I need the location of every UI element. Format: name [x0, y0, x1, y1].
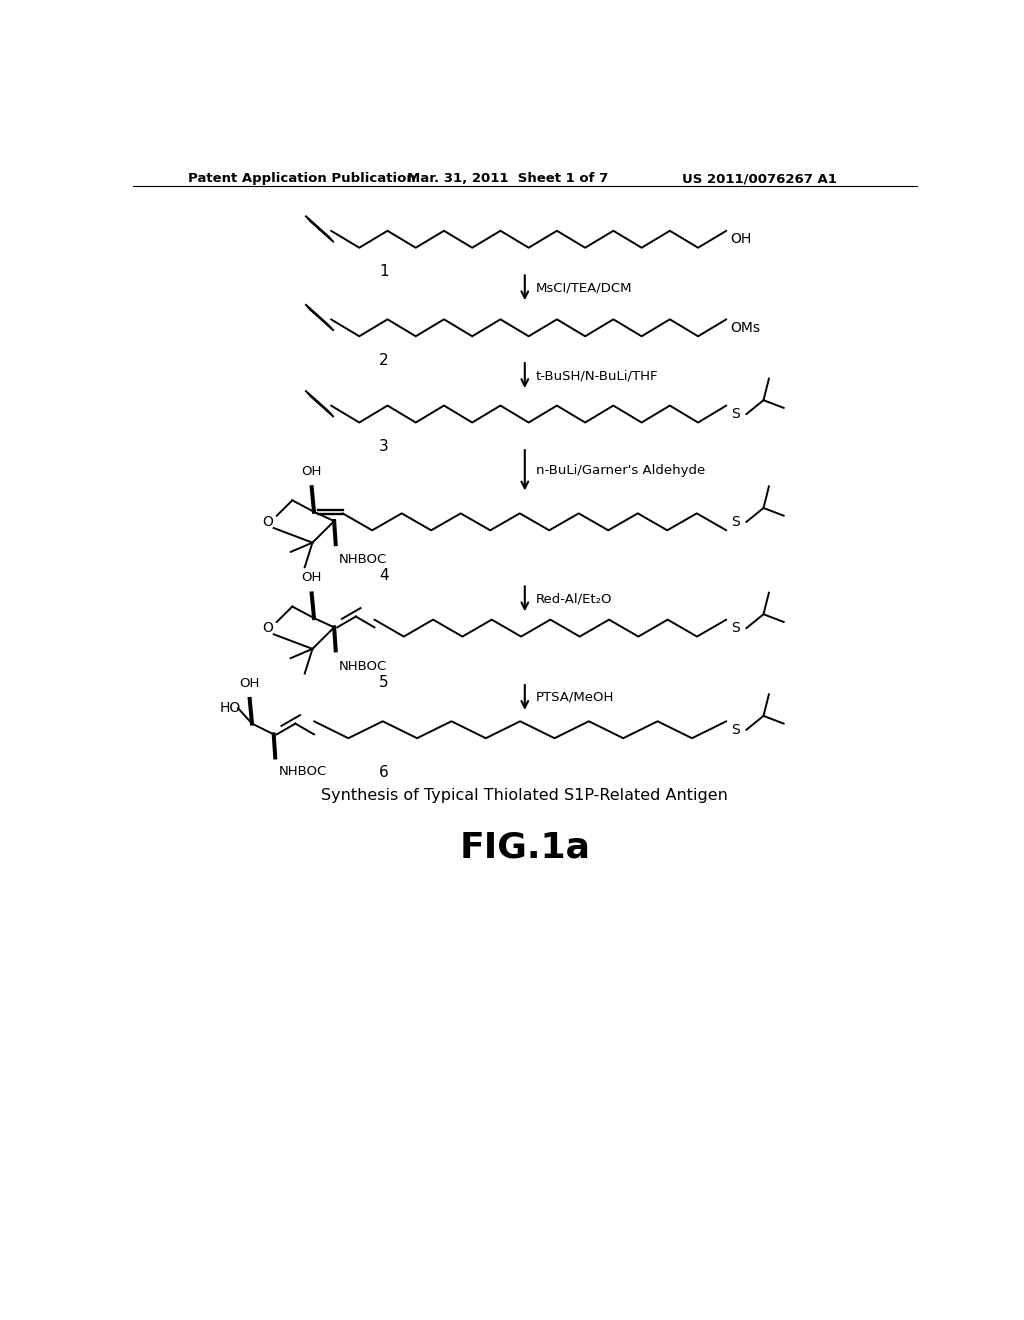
Text: US 2011/0076267 A1: US 2011/0076267 A1 — [682, 173, 837, 185]
Text: NHBOC: NHBOC — [339, 553, 387, 566]
Text: NHBOC: NHBOC — [279, 766, 327, 779]
Text: MsCI/TEA/DCM: MsCI/TEA/DCM — [536, 281, 632, 294]
Text: OH: OH — [301, 465, 322, 478]
Text: O: O — [262, 515, 273, 529]
Text: OMs: OMs — [730, 321, 760, 335]
Text: Synthesis of Typical Thiolated S1P-Related Antigen: Synthesis of Typical Thiolated S1P-Relat… — [322, 788, 728, 804]
Text: n-BuLi/Garner's Aldehyde: n-BuLi/Garner's Aldehyde — [536, 463, 705, 477]
Text: 5: 5 — [379, 675, 388, 689]
Text: 1: 1 — [379, 264, 388, 279]
Text: 3: 3 — [379, 438, 389, 454]
Text: S: S — [731, 407, 739, 421]
Text: 2: 2 — [379, 352, 388, 368]
Text: S: S — [731, 622, 739, 635]
Text: NHBOC: NHBOC — [339, 660, 387, 673]
Text: 6: 6 — [379, 764, 389, 780]
Text: 4: 4 — [379, 568, 388, 583]
Text: OH: OH — [730, 232, 752, 247]
Text: Mar. 31, 2011  Sheet 1 of 7: Mar. 31, 2011 Sheet 1 of 7 — [407, 173, 608, 185]
Text: HO: HO — [219, 701, 241, 715]
Text: OH: OH — [240, 677, 260, 689]
Text: S: S — [731, 515, 739, 529]
Text: t-BuSH/N-BuLi/THF: t-BuSH/N-BuLi/THF — [536, 370, 658, 381]
Text: Red-Al/Et₂O: Red-Al/Et₂O — [536, 593, 612, 606]
Text: S: S — [731, 723, 739, 737]
Text: FIG.1a: FIG.1a — [460, 830, 590, 865]
Text: O: O — [262, 622, 273, 635]
Text: PTSA/MeOH: PTSA/MeOH — [536, 690, 614, 704]
Text: OH: OH — [301, 572, 322, 585]
Text: Patent Application Publication: Patent Application Publication — [188, 173, 416, 185]
